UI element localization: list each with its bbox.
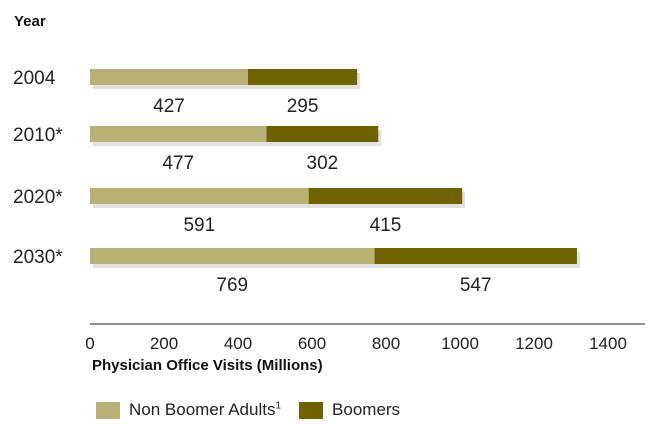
data-label: 415 — [370, 215, 402, 236]
bar-segment-boomers — [266, 126, 379, 142]
data-label: 769 — [216, 275, 248, 296]
x-tick-label: 600 — [298, 334, 326, 353]
x-axis-title: Physician Office Visits (Millions) — [92, 357, 323, 374]
data-label: 295 — [287, 96, 319, 117]
bar-segment-non-boomer — [90, 126, 267, 142]
data-label: 427 — [153, 96, 185, 117]
legend-footnote-marker: 1 — [275, 400, 282, 412]
x-tick-label: 1200 — [515, 334, 553, 353]
x-tick-label: 0 — [85, 334, 94, 353]
data-label: 302 — [307, 153, 339, 174]
legend-swatch-non-boomer — [96, 401, 120, 419]
bar-segment-boomers — [374, 248, 577, 264]
data-label: 477 — [162, 153, 194, 174]
x-tick-label: 1400 — [589, 334, 627, 353]
bars-group: 2004 427 295 2010* 477 302 2020* 591 415 2030* 769… — [13, 68, 580, 296]
legend: Non Boomer Adults1 Boomers — [96, 400, 418, 420]
x-tick-label: 800 — [372, 334, 400, 353]
category-label: 2004 — [13, 68, 56, 89]
x-tick-label: 1000 — [441, 334, 479, 353]
category-label: 2010* — [13, 125, 63, 146]
bar-segment-boomers — [308, 188, 463, 204]
category-label: 2030* — [13, 247, 63, 268]
bar-segment-non-boomer — [90, 188, 309, 204]
bar-segment-non-boomer — [90, 69, 248, 85]
x-tick-labels: 0 200 400 600 800 1000 1200 1400 — [85, 334, 627, 353]
x-tick-label: 200 — [150, 334, 178, 353]
legend-item-non-boomer: Non Boomer Adults1 — [96, 400, 281, 420]
legend-label-non-boomer: Non Boomer Adults1 — [129, 400, 282, 419]
bar-segment-non-boomer — [90, 248, 375, 264]
data-label: 591 — [183, 215, 215, 236]
data-label: 547 — [460, 275, 492, 296]
legend-swatch-boomers — [299, 401, 324, 419]
y-axis-title: Year — [14, 13, 46, 30]
x-tick-label: 400 — [224, 334, 252, 353]
category-label: 2020* — [13, 187, 63, 208]
legend-label-boomers: Boomers — [332, 400, 401, 419]
bar-segment-boomers — [247, 69, 358, 85]
legend-item-boomers: Boomers — [299, 400, 400, 420]
